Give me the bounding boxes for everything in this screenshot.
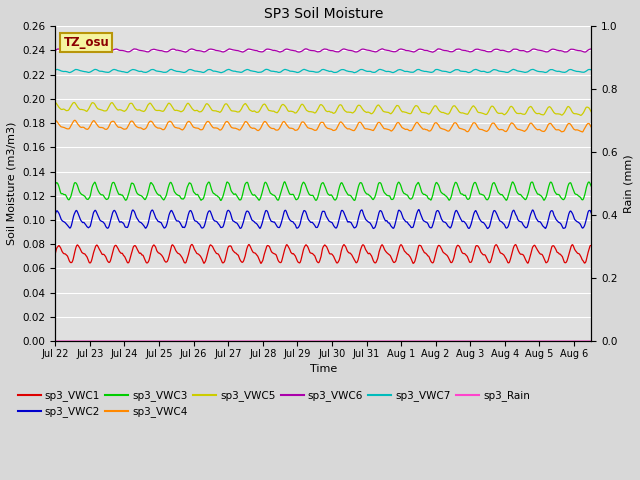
sp3_VWC7 — [280, 67, 288, 72]
sp3_Rain — [519, 338, 527, 344]
sp3_VWC1 — [113, 243, 120, 249]
sp3_VWC3 — [51, 181, 59, 187]
Legend: sp3_VWC1, sp3_VWC2, sp3_VWC3, sp3_VWC4, sp3_VWC5, sp3_VWC6, sp3_VWC7, sp3_Rain: sp3_VWC1, sp3_VWC2, sp3_VWC3, sp3_VWC4, … — [18, 390, 530, 418]
sp3_VWC3 — [113, 186, 120, 192]
sp3_VWC2 — [113, 211, 120, 217]
sp3_VWC3 — [217, 198, 225, 204]
sp3_VWC7 — [145, 69, 152, 74]
sp3_VWC4 — [579, 129, 586, 135]
sp3_VWC2 — [51, 211, 59, 217]
sp3_VWC2 — [415, 207, 422, 213]
sp3_VWC4 — [519, 128, 527, 134]
sp3_VWC3 — [145, 188, 152, 194]
sp3_VWC7 — [577, 69, 585, 75]
sp3_VWC3 — [588, 183, 595, 189]
sp3_VWC7 — [257, 70, 265, 75]
sp3_VWC7 — [262, 66, 270, 72]
sp3_Rain — [588, 338, 595, 344]
sp3_VWC5 — [145, 102, 152, 108]
sp3_VWC4 — [51, 118, 59, 123]
sp3_VWC1 — [257, 261, 265, 266]
sp3_VWC7 — [588, 67, 595, 73]
sp3_VWC1 — [588, 242, 595, 248]
sp3_Rain — [113, 338, 120, 344]
sp3_VWC7 — [351, 70, 358, 75]
sp3_VWC2 — [577, 223, 585, 228]
sp3_VWC3 — [281, 179, 289, 185]
Line: sp3_VWC4: sp3_VWC4 — [55, 120, 591, 132]
sp3_VWC7 — [520, 69, 527, 75]
sp3_VWC4 — [588, 124, 595, 130]
sp3_VWC2 — [520, 222, 527, 228]
sp3_VWC2 — [257, 224, 265, 230]
sp3_VWC3 — [257, 193, 265, 199]
sp3_VWC2 — [484, 226, 492, 231]
sp3_VWC5 — [577, 112, 585, 118]
sp3_VWC4 — [71, 118, 79, 123]
sp3_VWC5 — [51, 100, 59, 106]
sp3_VWC1 — [410, 261, 417, 266]
sp3_Rain — [51, 338, 59, 344]
Line: sp3_VWC2: sp3_VWC2 — [55, 210, 591, 228]
sp3_Rain — [257, 338, 265, 344]
sp3_VWC3 — [280, 179, 288, 185]
sp3_VWC4 — [145, 120, 152, 126]
sp3_Rain — [280, 338, 288, 344]
sp3_VWC5 — [257, 105, 265, 111]
sp3_VWC6 — [257, 49, 265, 55]
sp3_VWC6 — [378, 46, 386, 52]
sp3_VWC5 — [70, 99, 78, 105]
Text: TZ_osu: TZ_osu — [63, 36, 109, 49]
Line: sp3_VWC7: sp3_VWC7 — [55, 69, 591, 72]
sp3_VWC6 — [145, 49, 152, 55]
sp3_Rain — [577, 338, 584, 344]
Title: SP3 Soil Moisture: SP3 Soil Moisture — [264, 7, 383, 21]
sp3_VWC2 — [145, 220, 152, 226]
sp3_VWC4 — [113, 122, 120, 128]
X-axis label: Time: Time — [310, 364, 337, 374]
sp3_VWC5 — [588, 109, 595, 115]
sp3_VWC3 — [520, 195, 527, 201]
Line: sp3_VWC3: sp3_VWC3 — [55, 182, 591, 201]
Y-axis label: Rain (mm): Rain (mm) — [623, 155, 633, 213]
sp3_VWC1 — [145, 259, 152, 264]
sp3_VWC5 — [577, 112, 584, 118]
Line: sp3_VWC1: sp3_VWC1 — [55, 244, 591, 264]
sp3_VWC2 — [280, 209, 288, 215]
sp3_VWC4 — [280, 119, 288, 124]
sp3_VWC5 — [113, 106, 120, 112]
sp3_VWC6 — [577, 48, 585, 54]
sp3_VWC1 — [577, 254, 585, 260]
Line: sp3_VWC5: sp3_VWC5 — [55, 102, 591, 115]
sp3_VWC4 — [577, 129, 585, 134]
Y-axis label: Soil Moisture (m3/m3): Soil Moisture (m3/m3) — [7, 122, 17, 245]
sp3_VWC6 — [51, 48, 59, 53]
sp3_VWC7 — [51, 67, 59, 73]
sp3_VWC1 — [520, 252, 527, 258]
sp3_VWC2 — [588, 210, 595, 216]
Line: sp3_VWC6: sp3_VWC6 — [55, 49, 591, 52]
sp3_VWC6 — [280, 47, 288, 53]
sp3_VWC1 — [188, 241, 196, 247]
sp3_VWC6 — [182, 49, 189, 55]
sp3_VWC7 — [113, 67, 120, 73]
sp3_Rain — [145, 338, 152, 344]
sp3_VWC5 — [519, 111, 527, 117]
sp3_VWC5 — [280, 102, 288, 108]
sp3_VWC6 — [113, 46, 120, 52]
sp3_VWC6 — [520, 48, 527, 53]
sp3_VWC1 — [280, 248, 288, 253]
sp3_VWC1 — [51, 251, 59, 256]
sp3_VWC6 — [588, 46, 595, 52]
sp3_VWC3 — [577, 195, 585, 201]
sp3_VWC4 — [257, 125, 265, 131]
